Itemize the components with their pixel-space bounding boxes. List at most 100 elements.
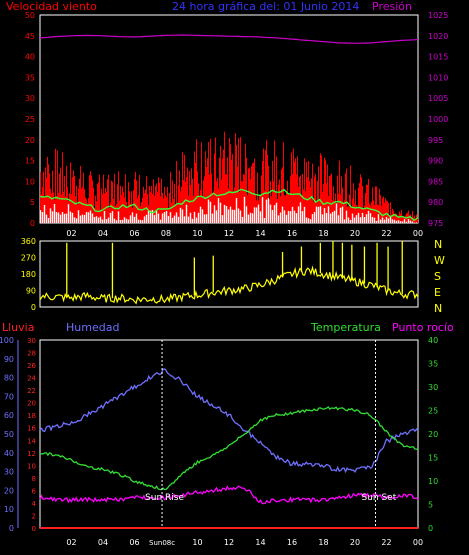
- temperature-line: [39, 405, 418, 491]
- wind-tick-label: 35: [25, 73, 35, 82]
- rain-tick-label: 16: [27, 425, 36, 433]
- temperature-tick-label: 30: [428, 383, 438, 392]
- pressure-tick-label: 1025: [428, 11, 448, 20]
- dewpoint-line: [39, 485, 419, 505]
- humidity-tick-label: 90: [4, 355, 14, 364]
- graph-title: 24 hora gráfica del: 01 Junio 2014: [172, 0, 359, 13]
- temperature-tick-label: 15: [428, 454, 438, 463]
- temperature-y-axis: 0 5 10 15 20 25 30 35 40: [428, 336, 438, 533]
- temperature-tick-label: 40: [428, 336, 438, 345]
- wind-x-tick-label: 08: [161, 229, 171, 238]
- wind-tick-label: 15: [25, 157, 35, 166]
- rain-tick-label: 18: [27, 412, 36, 420]
- temp-x-tick-label: 18: [318, 538, 328, 547]
- humidity-tick-label: 40: [4, 449, 14, 458]
- wind-tick-label: 50: [25, 11, 35, 20]
- rain-tick-label: 4: [32, 500, 37, 508]
- temp-x-tick-label: 06: [129, 538, 139, 547]
- compass-n-bottom: N: [434, 302, 442, 315]
- temperature-tick-label: 5: [428, 501, 433, 510]
- humidity-tick-label: 100: [0, 336, 14, 345]
- rain-label: Lluvia: [2, 321, 34, 334]
- wind-x-tick-label: 06: [129, 229, 139, 238]
- humidity-tick-label: 60: [4, 411, 14, 420]
- temperature-tick-label: 35: [428, 360, 438, 369]
- wind-y-axis: 0 5 10 15 20 25 30 35 40 45 50: [25, 11, 35, 228]
- wind-x-tick-label: 20: [350, 229, 360, 238]
- pressure-tick-label: 1005: [428, 94, 448, 103]
- temp-x-tick-label: 20: [350, 538, 360, 547]
- rain-tick-label: 2: [32, 512, 36, 520]
- wind-tick-label: 20: [25, 136, 35, 145]
- wind-x-tick-label: 10: [192, 229, 202, 238]
- wind-x-tick-label: 04: [98, 229, 108, 238]
- humidity-tick-label: 30: [4, 468, 14, 477]
- wind-tick-label: 10: [25, 177, 35, 186]
- direction-panel-frame: [39, 240, 419, 308]
- humidity-line: [39, 368, 419, 474]
- wind-speed-label: Velocidad viento: [6, 0, 97, 13]
- sunrise-axis-label: Sun08c: [149, 539, 175, 547]
- temperature-tick-label: 10: [428, 477, 438, 486]
- pressure-tick-label: 1015: [428, 53, 448, 62]
- pressure-tick-label: 1000: [428, 115, 448, 124]
- humidity-label: Humedad: [66, 321, 119, 334]
- direction-spikes: [66, 241, 403, 299]
- wind-tick-label: 30: [25, 94, 35, 103]
- wind-x-tick-label: 00: [413, 229, 423, 238]
- temp-x-tick-label: 04: [98, 538, 108, 547]
- temp-x-tick-label: 16: [287, 538, 297, 547]
- wind-x-tick-label: 14: [255, 229, 265, 238]
- compass-w: W: [434, 254, 445, 267]
- wind-direction-panel: 0 90 180 270 360 N W S E N: [21, 237, 445, 315]
- pressure-tick-label: 985: [428, 177, 443, 186]
- direction-tick-label: 0: [31, 303, 36, 312]
- wind-x-tick-label: 18: [318, 229, 328, 238]
- rain-tick-label: 12: [27, 450, 36, 458]
- rain-tick-label: 22: [27, 387, 36, 395]
- average-wind-bars: [39, 196, 418, 223]
- wind-tick-label: 25: [25, 115, 35, 124]
- pressure-tick-label: 975: [428, 219, 443, 228]
- humidity-tick-label: 80: [4, 374, 14, 383]
- humidity-tick-label: 20: [4, 486, 14, 495]
- direction-tick-label: 270: [21, 254, 36, 263]
- direction-y-axis: 0 90 180 270 360: [21, 237, 36, 312]
- wind-x-axis: 02 04 06 08 10 12 14 16 18 20 22 00: [66, 229, 423, 238]
- rain-tick-label: 10: [27, 462, 36, 470]
- temp-x-tick-label: 00: [413, 538, 423, 547]
- wind-x-tick-label: 22: [381, 229, 391, 238]
- pressure-label: Presión: [372, 0, 412, 13]
- wind-x-tick-label: 02: [66, 229, 76, 238]
- temperature-tick-label: 20: [428, 430, 438, 439]
- direction-line: [39, 265, 419, 305]
- dewpoint-label: Punto rocío: [392, 321, 454, 334]
- sunset-label: Sun Set: [361, 493, 396, 503]
- compass-e: E: [434, 286, 441, 299]
- wind-tick-label: 0: [30, 219, 35, 228]
- rain-tick-label: 6: [32, 487, 37, 495]
- temperature-tick-label: 25: [428, 407, 438, 416]
- rain-tick-label: 28: [27, 350, 36, 358]
- temperature-label: Temperatura: [310, 321, 381, 334]
- temp-x-tick-label: 12: [224, 538, 234, 547]
- gust-line: [39, 188, 419, 222]
- wind-tick-label: 45: [25, 32, 35, 41]
- humidity-y-axis: 0 10 20 30 40 50 60 70 80 90 100: [0, 336, 14, 533]
- compass-s: S: [434, 270, 441, 283]
- temp-x-axis: 02 04 06 10 12 14 16 18 20 22 00 Sun08c: [66, 538, 423, 547]
- temperature-tick-label: 0: [428, 524, 433, 533]
- humidity-tick-label: 0: [9, 524, 14, 533]
- rain-tick-label: 26: [27, 362, 36, 370]
- wind-x-tick-label: 16: [287, 229, 297, 238]
- temp-x-tick-label: 02: [66, 538, 76, 547]
- humidity-tick-label: 70: [4, 392, 14, 401]
- direction-tick-label: 360: [21, 237, 36, 246]
- wind-tick-label: 40: [25, 53, 35, 62]
- temp-x-tick-label: 14: [255, 538, 265, 547]
